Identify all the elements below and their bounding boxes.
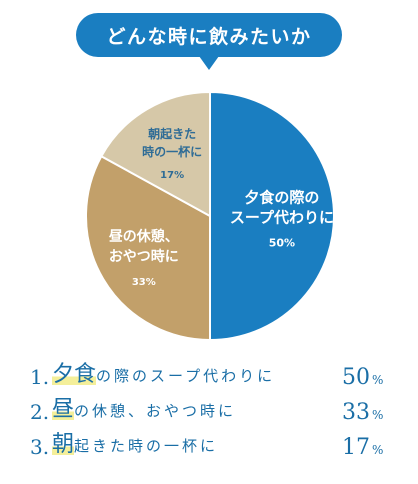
- ranking-number: 3.: [30, 435, 50, 459]
- chart-title: どんな時に飲みたいか: [76, 13, 342, 57]
- ranking-percent-value: 50: [342, 365, 370, 390]
- slice-label: 朝起きた: [148, 126, 196, 141]
- ranking-label-rest: 起きた時の一杯に: [74, 437, 219, 455]
- slice-label: 昼の休憩、: [109, 228, 179, 245]
- ranking-label-rest: の休憩、おやつ時に: [74, 402, 237, 420]
- slice-label: 時の一杯に: [142, 144, 202, 159]
- ranking-percent-unit: %: [372, 443, 384, 457]
- title-pointer: [199, 56, 219, 70]
- ranking-keyword: 夕食: [52, 362, 97, 387]
- ranking-label: 朝起きた時の一杯に: [52, 426, 218, 458]
- ranking-percent: 50%: [342, 365, 383, 390]
- ranking-percent-value: 17: [342, 435, 370, 460]
- pie-slice: [99, 90, 211, 218]
- slice-label: 夕食の際の: [244, 189, 319, 207]
- ranking-percent-value: 33: [342, 400, 370, 425]
- slice-label: スープ代わりに: [230, 209, 334, 227]
- ranking-keyword: 昼: [52, 397, 75, 422]
- ranking-row: 3. 朝起きた時の一杯に 17%: [30, 430, 402, 465]
- slice-value-label: 33%: [132, 277, 156, 288]
- ranking-label: 夕食の際のスープ代わりに: [52, 356, 275, 388]
- ranking-row: 1. 夕食の際のスープ代わりに 50%: [30, 360, 402, 395]
- slice-value-label: 17%: [160, 170, 184, 181]
- ranking-percent: 17%: [342, 435, 383, 460]
- ranking-percent-unit: %: [372, 373, 384, 387]
- ranking-list: 1. 夕食の際のスープ代わりに 50% 2. 昼の休憩、おやつ時に 33% 3.…: [30, 360, 402, 465]
- ranking-number: 2.: [30, 400, 50, 424]
- pie-slice: [85, 154, 211, 342]
- ranking-keyword: 朝: [52, 432, 75, 457]
- ranking-label-rest: の際のスープ代わりに: [96, 367, 276, 385]
- ranking-percent-unit: %: [372, 408, 384, 422]
- slice-value-label: 50%: [269, 237, 295, 250]
- pie-chart: 夕食の際のスープ代わりに 50% 昼の休憩、おやつ時に 33% 朝起きた時の一杯に 17%: [85, 90, 335, 342]
- chart-title-text: どんな時に飲みたいか: [106, 25, 312, 48]
- slice-label: おやつ時に: [109, 248, 179, 265]
- ranking-percent: 33%: [342, 400, 383, 425]
- ranking-label: 昼の休憩、おやつ時に: [52, 391, 236, 423]
- ranking-row: 2. 昼の休憩、おやつ時に 33%: [30, 395, 402, 430]
- ranking-number: 1.: [30, 365, 50, 389]
- pie-slice: [209, 90, 335, 342]
